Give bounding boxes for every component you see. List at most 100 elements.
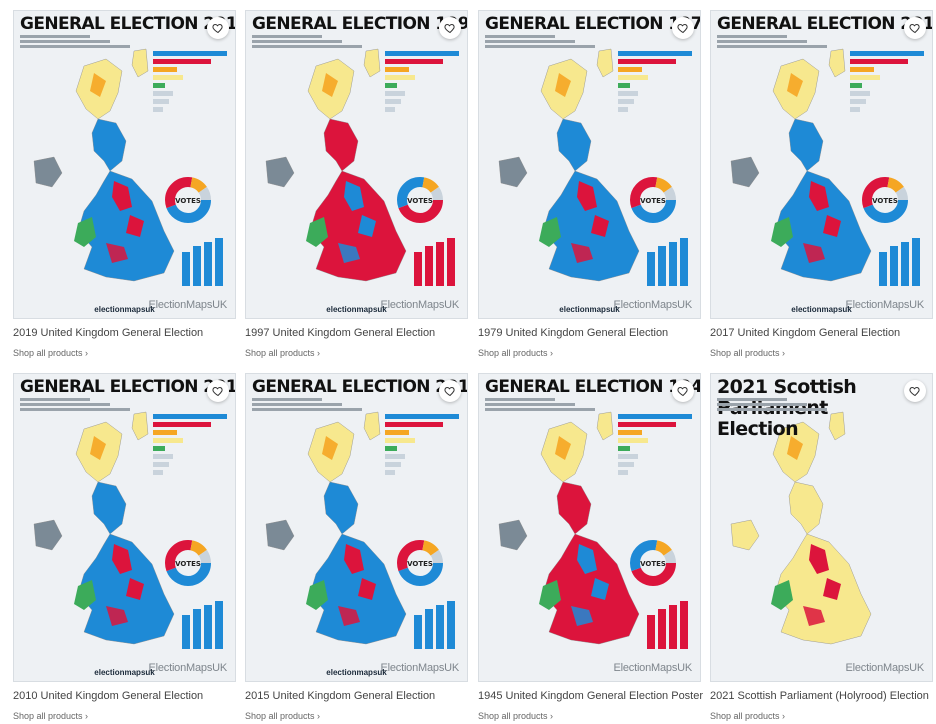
vote-share-donut: VOTES	[862, 177, 908, 223]
results-panel	[385, 414, 463, 478]
wishlist-button[interactable]	[207, 17, 229, 39]
svg-text:VOTES: VOTES	[407, 197, 433, 205]
poster-subtitle-lines	[252, 35, 372, 55]
watermark: ElectionMapsUK	[845, 299, 924, 311]
heart-icon	[444, 386, 455, 397]
product-card[interactable]: VOTES GENERAL ELECTION 2010 ElectionMaps…	[13, 373, 236, 724]
poster-subtitle-lines	[20, 35, 140, 55]
constituency-map	[265, 48, 407, 282]
watermark: ElectionMapsUK	[148, 299, 227, 311]
watermark: ElectionMapsUK	[380, 662, 459, 674]
product-card[interactable]: VOTES GENERAL ELECTION 1997 ElectionMaps…	[245, 10, 468, 361]
vote-share-donut: VOTES	[630, 177, 676, 223]
wishlist-button[interactable]	[207, 380, 229, 402]
poster-title: 2021 Scottish Parliament Election	[717, 376, 857, 440]
heart-icon	[677, 386, 688, 397]
wishlist-button[interactable]	[672, 380, 694, 402]
poster-title: GENERAL ELECTION 1945	[485, 377, 701, 397]
watermark: ElectionMapsUK	[380, 299, 459, 311]
vote-share-donut: VOTES	[630, 540, 676, 586]
product-name[interactable]: 2015 United Kingdom General Election	[245, 690, 436, 702]
brand-logo: electionmapsuk	[326, 668, 387, 677]
product-name[interactable]: 2021 Scottish Parliament (Holyrood) Elec…	[710, 690, 929, 702]
results-panel	[385, 51, 463, 115]
wishlist-button[interactable]	[439, 380, 461, 402]
turnout-bars	[182, 238, 223, 286]
constituency-map	[498, 411, 640, 645]
product-card[interactable]: VOTES GENERAL ELECTION 2015 ElectionMaps…	[245, 373, 468, 724]
shop-all-products-link[interactable]: Shop all products ›	[478, 711, 554, 721]
product-image[interactable]: VOTES GENERAL ELECTION 1945 ElectionMaps…	[478, 373, 701, 682]
product-image[interactable]: VOTES GENERAL ELECTION 2010 ElectionMaps…	[13, 373, 236, 682]
product-image[interactable]: VOTES GENERAL ELECTION 2019 ElectionMaps…	[13, 10, 236, 319]
poster-title: GENERAL ELECTION 1997	[252, 14, 468, 34]
poster-subtitle-lines	[485, 35, 605, 55]
shop-all-products-link[interactable]: Shop all products ›	[245, 348, 321, 358]
results-panel	[153, 414, 231, 478]
constituency-map	[33, 48, 175, 282]
poster-title: GENERAL ELECTION 2015	[252, 377, 468, 397]
wishlist-button[interactable]	[904, 380, 926, 402]
product-image[interactable]: VOTES GENERAL ELECTION 2017 ElectionMaps…	[710, 10, 933, 319]
product-image[interactable]: VOTES GENERAL ELECTION 2015 ElectionMaps…	[245, 373, 468, 682]
product-name[interactable]: 2019 United Kingdom General Election	[13, 327, 204, 339]
watermark: ElectionMapsUK	[613, 662, 692, 674]
product-image[interactable]: VOTES GENERAL ELECTION 1979 ElectionMaps…	[478, 10, 701, 319]
shop-all-products-link[interactable]: Shop all products ›	[13, 348, 89, 358]
watermark: ElectionMapsUK	[613, 299, 692, 311]
results-panel	[618, 51, 696, 115]
wishlist-button[interactable]	[904, 17, 926, 39]
shop-all-products-link[interactable]: Shop all products ›	[13, 711, 89, 721]
wishlist-button[interactable]	[672, 17, 694, 39]
brand-logo: electionmapsuk	[559, 305, 620, 314]
heart-icon	[677, 23, 688, 34]
product-image[interactable]: 2021 Scottish Parliament Election Electi…	[710, 373, 933, 682]
product-name[interactable]: 2017 United Kingdom General Election	[710, 327, 901, 339]
turnout-bars	[414, 238, 455, 286]
svg-text:VOTES: VOTES	[175, 560, 201, 568]
product-card[interactable]: VOTES GENERAL ELECTION 2019 ElectionMaps…	[13, 10, 236, 361]
brand-logo: electionmapsuk	[94, 305, 155, 314]
vote-share-donut: VOTES	[397, 177, 443, 223]
constituency-map	[730, 411, 872, 645]
heart-icon	[212, 386, 223, 397]
brand-logo: electionmapsuk	[791, 305, 852, 314]
product-name[interactable]: 1945 United Kingdom General Election Pos…	[478, 690, 704, 702]
product-card[interactable]: VOTES GENERAL ELECTION 1979 ElectionMaps…	[478, 10, 701, 361]
results-panel	[618, 414, 696, 478]
vote-share-donut: VOTES	[165, 177, 211, 223]
product-card[interactable]: VOTES GENERAL ELECTION 1945 ElectionMaps…	[478, 373, 704, 724]
product-name[interactable]: 1997 United Kingdom General Election	[245, 327, 436, 339]
heart-icon	[909, 386, 920, 397]
constituency-map	[498, 48, 640, 282]
turnout-bars	[879, 238, 920, 286]
svg-text:VOTES: VOTES	[872, 197, 898, 205]
product-card[interactable]: VOTES GENERAL ELECTION 2017 ElectionMaps…	[710, 10, 933, 361]
turnout-bars	[414, 601, 455, 649]
wishlist-button[interactable]	[439, 17, 461, 39]
svg-text:VOTES: VOTES	[640, 197, 666, 205]
results-panel	[153, 51, 231, 115]
poster-title: GENERAL ELECTION 2010	[20, 377, 236, 397]
vote-share-donut: VOTES	[397, 540, 443, 586]
shop-all-products-link[interactable]: Shop all products ›	[478, 348, 554, 358]
heart-icon	[909, 23, 920, 34]
constituency-map	[265, 411, 407, 645]
product-card[interactable]: 2021 Scottish Parliament Election Electi…	[710, 373, 933, 724]
brand-logo: electionmapsuk	[326, 305, 387, 314]
product-name[interactable]: 2010 United Kingdom General Election	[13, 690, 204, 702]
shop-all-products-link[interactable]: Shop all products ›	[245, 711, 321, 721]
watermark: ElectionMapsUK	[148, 662, 227, 674]
turnout-bars	[182, 601, 223, 649]
shop-all-products-link[interactable]: Shop all products ›	[710, 348, 786, 358]
poster-subtitle-lines	[20, 398, 140, 418]
product-name[interactable]: 1979 United Kingdom General Election	[478, 327, 669, 339]
product-image[interactable]: VOTES GENERAL ELECTION 1997 ElectionMaps…	[245, 10, 468, 319]
shop-all-products-link[interactable]: Shop all products ›	[710, 711, 786, 721]
poster-subtitle-lines	[485, 398, 605, 418]
turnout-bars	[647, 238, 688, 286]
poster-subtitle-lines	[252, 398, 372, 418]
heart-icon	[212, 23, 223, 34]
turnout-bars	[647, 601, 688, 649]
poster-title: GENERAL ELECTION 1979	[485, 14, 701, 34]
